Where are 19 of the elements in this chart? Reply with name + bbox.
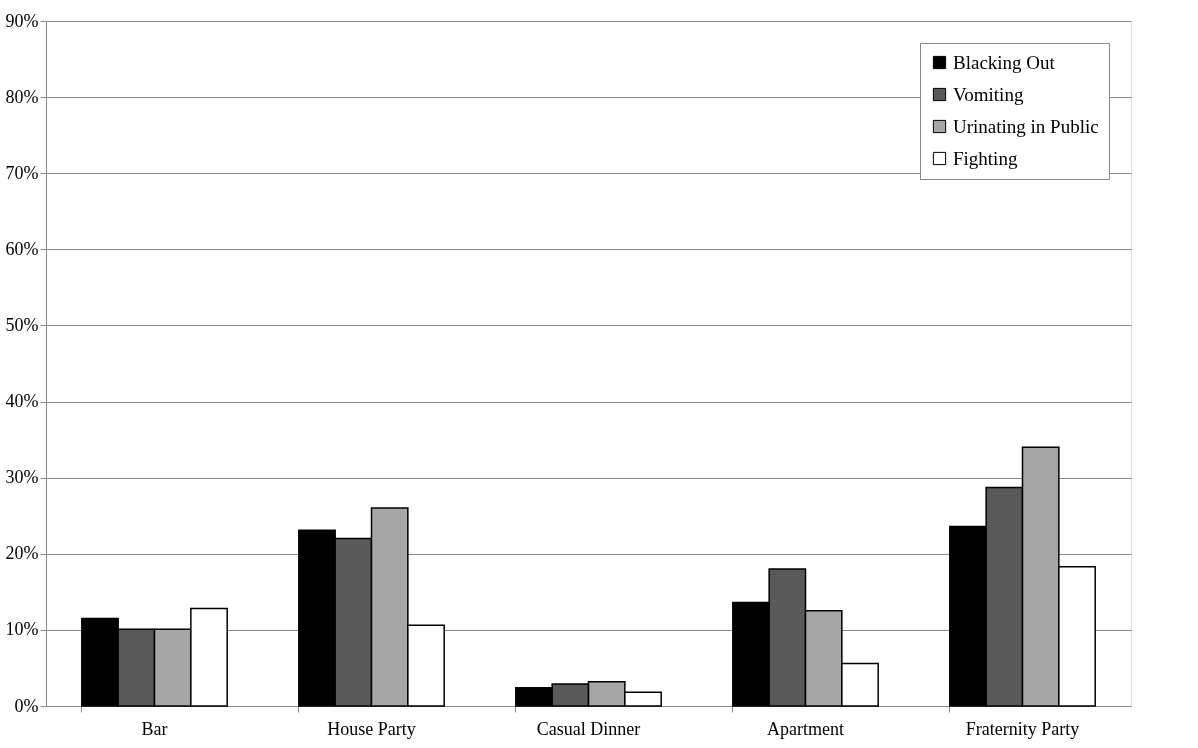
y-tick-label: 20% [5,543,39,564]
y-tick-label: 10% [5,619,39,640]
y-tick-label: 90% [5,10,39,31]
x-tick-label: Apartment [767,718,844,739]
y-tick-label: 60% [5,238,39,259]
legend-label: Urinating in Public [953,115,1099,137]
y-tick-label: 30% [5,467,39,488]
x-tick-label: House Party [327,718,416,739]
y-tick-label: 70% [5,162,39,183]
legend-label: Fighting [953,147,1018,169]
legend-label: Vomiting [953,83,1024,105]
legend-label: Blacking Out [953,51,1056,73]
y-tick-label: 50% [5,314,39,335]
y-tick-label: 40% [5,391,39,412]
x-tick-label: Fraternity Party [965,718,1080,739]
y-tick-label: 0% [14,695,39,716]
y-tick-label: 80% [5,86,39,107]
x-tick-label: Casual Dinner [536,718,641,739]
x-tick-label: Bar [141,718,168,739]
